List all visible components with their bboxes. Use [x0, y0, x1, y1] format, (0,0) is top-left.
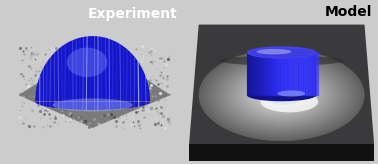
Ellipse shape [246, 75, 318, 115]
Ellipse shape [218, 60, 345, 130]
Ellipse shape [262, 84, 301, 106]
Ellipse shape [208, 55, 355, 136]
Ellipse shape [242, 73, 322, 117]
Ellipse shape [215, 58, 348, 132]
Ellipse shape [231, 67, 333, 123]
Ellipse shape [260, 83, 304, 107]
Ellipse shape [232, 68, 332, 123]
Ellipse shape [222, 62, 341, 128]
Ellipse shape [247, 46, 316, 59]
Ellipse shape [67, 48, 107, 77]
Ellipse shape [253, 79, 311, 111]
Ellipse shape [243, 74, 320, 117]
Ellipse shape [228, 65, 336, 125]
Ellipse shape [214, 58, 349, 133]
Ellipse shape [199, 49, 364, 141]
Ellipse shape [53, 98, 133, 112]
Ellipse shape [257, 49, 291, 54]
Ellipse shape [263, 85, 300, 105]
Ellipse shape [251, 78, 312, 112]
Ellipse shape [225, 64, 338, 126]
Ellipse shape [236, 70, 327, 120]
Polygon shape [247, 52, 316, 95]
Ellipse shape [203, 51, 360, 139]
Ellipse shape [265, 86, 298, 104]
Ellipse shape [235, 69, 328, 121]
Ellipse shape [260, 91, 318, 112]
Ellipse shape [247, 76, 316, 114]
Ellipse shape [269, 88, 294, 102]
Ellipse shape [237, 71, 326, 120]
Ellipse shape [272, 90, 291, 101]
Ellipse shape [266, 87, 297, 103]
Polygon shape [189, 144, 374, 161]
Ellipse shape [271, 89, 293, 101]
Text: Experiment: Experiment [88, 7, 178, 20]
Ellipse shape [279, 94, 284, 97]
Ellipse shape [229, 66, 334, 124]
Ellipse shape [226, 64, 337, 126]
Ellipse shape [277, 93, 286, 97]
Ellipse shape [200, 50, 363, 140]
Ellipse shape [210, 55, 353, 135]
Ellipse shape [211, 56, 352, 134]
Ellipse shape [207, 54, 356, 136]
Ellipse shape [239, 71, 324, 119]
Ellipse shape [268, 87, 296, 103]
Ellipse shape [257, 81, 307, 109]
Text: Model: Model [325, 5, 372, 19]
Ellipse shape [221, 62, 342, 129]
Ellipse shape [280, 94, 283, 96]
Polygon shape [35, 36, 150, 110]
Ellipse shape [276, 92, 287, 98]
Ellipse shape [244, 74, 319, 116]
Ellipse shape [223, 63, 340, 127]
Ellipse shape [258, 82, 305, 108]
Ellipse shape [233, 68, 330, 122]
Ellipse shape [240, 72, 323, 118]
Ellipse shape [220, 56, 344, 66]
Ellipse shape [199, 49, 364, 141]
Polygon shape [19, 46, 170, 128]
Ellipse shape [261, 84, 302, 107]
Ellipse shape [212, 57, 351, 133]
Ellipse shape [248, 77, 315, 113]
Ellipse shape [256, 81, 308, 110]
Ellipse shape [201, 51, 362, 140]
Ellipse shape [275, 91, 288, 99]
Polygon shape [189, 25, 374, 144]
Ellipse shape [220, 61, 344, 130]
Ellipse shape [273, 91, 290, 100]
Ellipse shape [247, 89, 316, 101]
Ellipse shape [206, 53, 358, 137]
Ellipse shape [204, 52, 359, 138]
Ellipse shape [277, 90, 305, 97]
Ellipse shape [254, 80, 309, 110]
Ellipse shape [217, 59, 347, 131]
Ellipse shape [266, 92, 301, 105]
Ellipse shape [250, 78, 313, 113]
